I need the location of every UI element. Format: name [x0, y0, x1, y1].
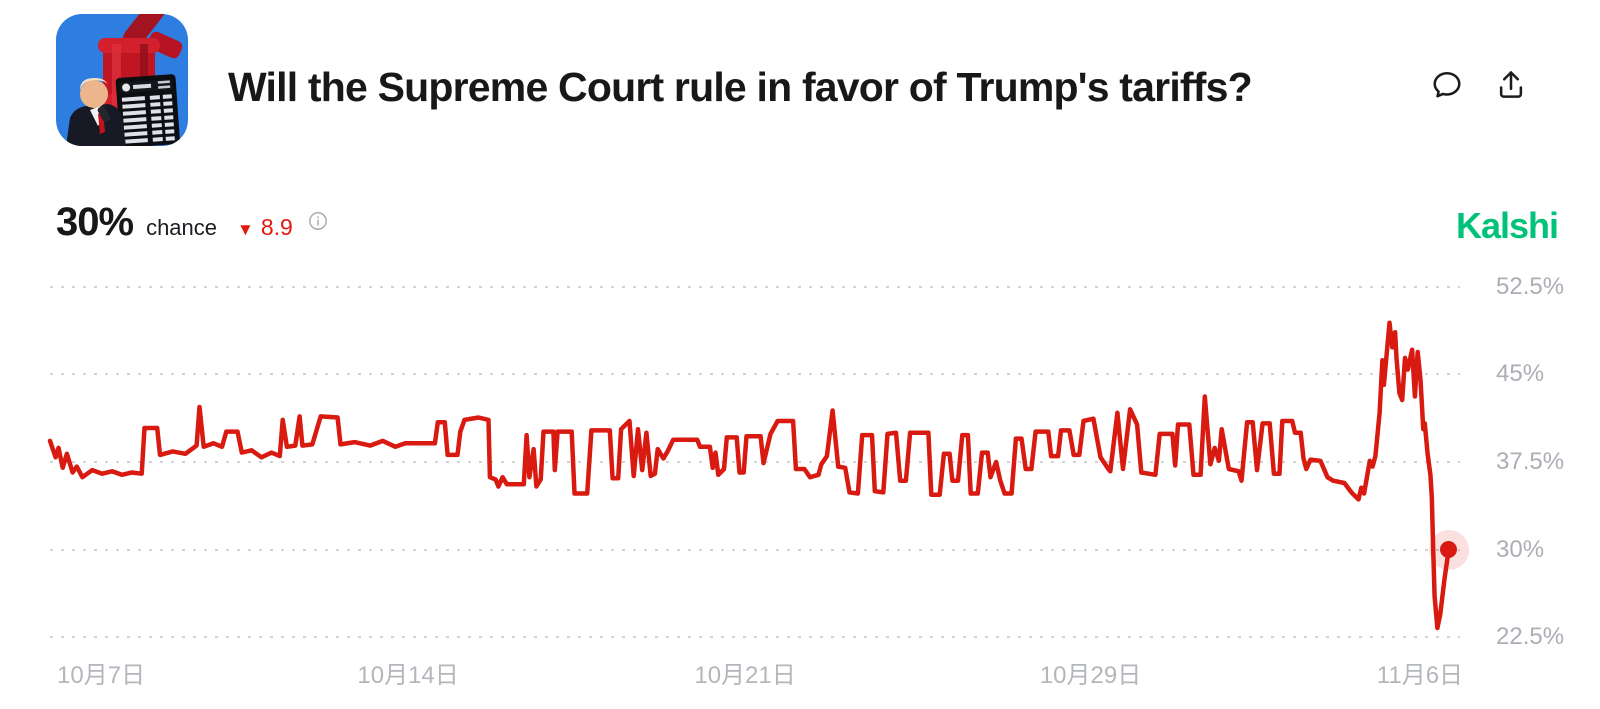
info-circle-icon	[308, 211, 327, 230]
share-up-arrow-icon	[1499, 71, 1523, 98]
x-axis-label: 11月6日	[1376, 662, 1464, 689]
y-axis-label: 22.5%	[1496, 623, 1565, 651]
last-price-dot	[1440, 541, 1458, 559]
price-row: 30% chance ▼ 8.9	[56, 200, 328, 245]
price-line	[47, 320, 1451, 631]
gavel-trump-tariffs-graphic	[56, 14, 188, 146]
y-axis-label: 37.5%	[1496, 447, 1565, 475]
x-axis-label: 10月21日	[694, 662, 796, 689]
x-axis-label: 10月29日	[1039, 662, 1142, 689]
down-triangle-icon: ▼	[237, 220, 254, 239]
x-axis-label: 10月14日	[357, 662, 459, 689]
info-button[interactable]	[308, 211, 328, 231]
x-axis-label: 10月7日	[57, 662, 146, 689]
speech-bubble-icon	[1433, 72, 1461, 98]
share-button[interactable]	[1494, 68, 1528, 102]
gridline	[50, 285, 1460, 288]
probability-value: 30%	[56, 200, 134, 244]
market-thumbnail[interactable]	[56, 14, 188, 146]
gridline	[50, 636, 1460, 639]
tariff-board-graphic	[115, 74, 180, 146]
trump-figure-graphic	[66, 78, 126, 146]
y-axis-label: 30%	[1496, 535, 1545, 563]
header-actions	[1430, 68, 1528, 102]
comment-button[interactable]	[1430, 68, 1464, 102]
y-axis-label: 45%	[1496, 360, 1545, 388]
gridline	[50, 548, 1460, 551]
change-value: 8.9	[260, 214, 293, 240]
gridline	[50, 373, 1460, 376]
probability-label: chance	[146, 215, 218, 240]
kalshi-logo[interactable]: Kalshi	[1455, 205, 1559, 246]
y-axis-label: 52.5%	[1496, 272, 1565, 300]
gridline	[50, 460, 1460, 463]
page-title: Will the Supreme Court rule in favor of …	[228, 64, 1253, 110]
